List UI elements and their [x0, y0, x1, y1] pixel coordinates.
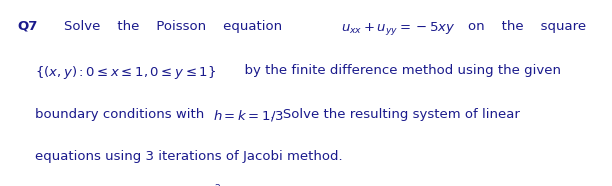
- Text: .  Solve the resulting system of linear: . Solve the resulting system of linear: [266, 108, 520, 121]
- Text: on    the    square: on the square: [468, 20, 586, 33]
- Text: boundary conditions with: boundary conditions with: [35, 108, 209, 121]
- Text: equations using 3 iterations of Jacobi method.: equations using 3 iterations of Jacobi m…: [35, 150, 343, 163]
- Text: $u(x,0)=x^2,\quad u(x,1)=1,\,u(1,y)=1,\,u(0,y)=y\,.$: $u(x,0)=x^2,\quad u(x,1)=1,\,u(1,y)=1,\,…: [148, 183, 464, 186]
- Text: $h=k=1/3$: $h=k=1/3$: [213, 108, 284, 123]
- Text: $u_{xx}+u_{yy}=-5xy$: $u_{xx}+u_{yy}=-5xy$: [341, 20, 456, 36]
- Text: Solve    the    Poisson    equation: Solve the Poisson equation: [64, 20, 282, 33]
- Text: Q7: Q7: [17, 20, 37, 33]
- Text: $\{(x,y):0\leq x\leq1,0\leq y\leq1\}$: $\{(x,y):0\leq x\leq1,0\leq y\leq1\}$: [35, 64, 217, 81]
- Text: by the finite difference method using the given: by the finite difference method using th…: [236, 64, 561, 77]
